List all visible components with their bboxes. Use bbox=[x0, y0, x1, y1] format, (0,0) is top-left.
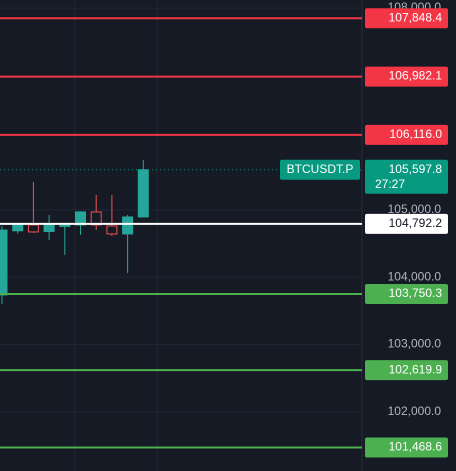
price-line-label: 106,982.1 bbox=[389, 69, 443, 83]
price-line-tag bbox=[365, 284, 448, 305]
symbol-label: BTCUSDT.P bbox=[287, 162, 354, 176]
price-line-tag bbox=[365, 360, 448, 381]
symbol-tag bbox=[280, 159, 360, 180]
y-tick-label: 105,000.0 bbox=[388, 202, 442, 216]
candle-body bbox=[90, 211, 102, 226]
price-line-tag bbox=[365, 124, 448, 145]
candle-body bbox=[137, 169, 149, 218]
price-line-label: 101,468.6 bbox=[389, 440, 443, 454]
price-line-tag bbox=[365, 66, 448, 87]
countdown-label: 27:27 bbox=[375, 177, 405, 191]
candle-body bbox=[59, 224, 71, 227]
price-line-label: 104,792.2 bbox=[389, 216, 443, 230]
candle-body bbox=[122, 216, 134, 235]
price-line-tag bbox=[365, 8, 448, 29]
candle-body bbox=[0, 229, 8, 296]
candle-body bbox=[106, 225, 118, 235]
y-tick-label: 104,000.0 bbox=[388, 269, 442, 283]
candle-body bbox=[75, 211, 86, 226]
price-line-label: 107,848.4 bbox=[389, 10, 443, 24]
candle-body bbox=[27, 224, 39, 233]
price-line-label: 106,116.0 bbox=[390, 127, 443, 141]
y-tick-label: 102,000.0 bbox=[388, 404, 442, 418]
candle-body bbox=[12, 224, 24, 232]
price-line-label: 103,750.3 bbox=[389, 286, 443, 300]
price-line-tag bbox=[365, 213, 448, 234]
price-line-tag bbox=[365, 437, 448, 458]
price-line-label: 102,619.9 bbox=[389, 362, 443, 376]
candle-body bbox=[43, 224, 55, 232]
price-tag bbox=[365, 159, 448, 194]
y-tick-label: 103,000.0 bbox=[388, 337, 442, 351]
last-price-label: 105,597.8 bbox=[389, 162, 443, 176]
